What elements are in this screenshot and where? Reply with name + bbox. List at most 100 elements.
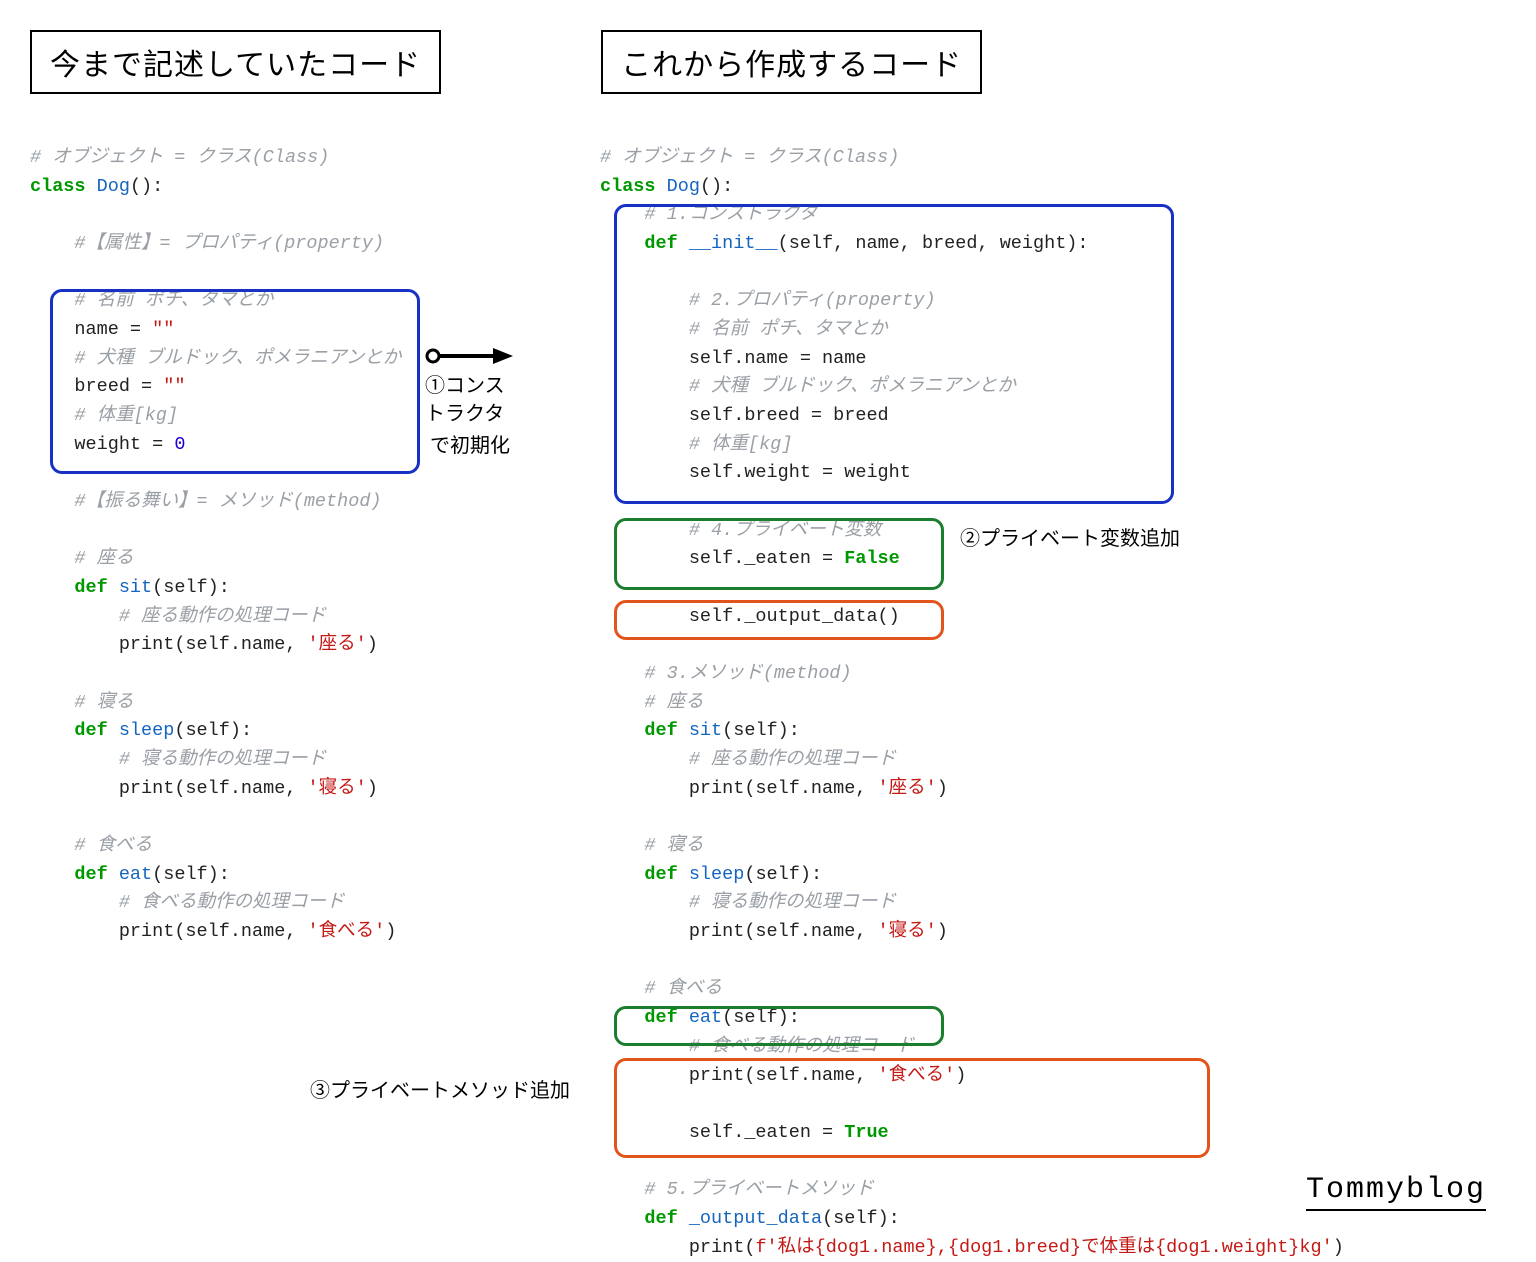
- code-line: print(self.name,: [600, 1065, 878, 1086]
- code-line: print(: [600, 1237, 755, 1258]
- code-line: True: [844, 1122, 888, 1143]
- code-line: (self):: [152, 864, 230, 885]
- code-line: def: [30, 577, 119, 598]
- code-line: def: [600, 1208, 689, 1229]
- code-line: # 寝る: [600, 835, 704, 856]
- code-line: # 座る動作の処理コード: [30, 606, 326, 627]
- code-line: self.name = name: [600, 348, 866, 369]
- code-line: # 犬種 ブルドック、ポメラニアンとか: [30, 348, 401, 369]
- code-line: # 座る動作の処理コード: [600, 749, 896, 770]
- code-line: '食べる': [308, 921, 386, 942]
- code-line: Dog: [667, 176, 700, 197]
- code-line: '寝る': [308, 778, 367, 799]
- code-line: def: [600, 1007, 689, 1028]
- code-line: f'私は{dog1.name},{dog1.breed}で体重は{dog1.we…: [755, 1237, 1332, 1258]
- code-line: sit: [689, 720, 722, 741]
- code-line: (self):: [822, 1208, 900, 1229]
- left-code: # オブジェクト = クラス(Class) class Dog(): #【属性】…: [30, 144, 500, 947]
- code-line: # オブジェクト = クラス(Class): [30, 147, 329, 168]
- code-line: # 5.プライベートメソッド: [600, 1179, 874, 1200]
- code-line: __init__: [689, 233, 778, 254]
- code-line: ():: [130, 176, 163, 197]
- private-var-label: ②プライベート変数追加: [960, 522, 1180, 551]
- code-line: self.weight = weight: [600, 462, 911, 483]
- code-line: 0: [174, 434, 185, 455]
- code-line: '食べる': [878, 1065, 956, 1086]
- arrow-constructor: ①コンストラクタ で初期化: [425, 344, 515, 460]
- code-line: # 座る: [30, 548, 134, 569]
- code-line: # 4.プライベート変数: [600, 520, 881, 541]
- code-line: # 1.コンストラクタ: [600, 204, 817, 225]
- code-line: ): [937, 921, 948, 942]
- code-line: #【振る舞い】= メソッド(method): [30, 491, 382, 512]
- code-line: sleep: [119, 720, 175, 741]
- code-line: # オブジェクト = クラス(Class): [600, 147, 899, 168]
- header-right: これから作成するコード: [601, 30, 982, 94]
- code-line: ): [955, 1065, 966, 1086]
- left-column: # オブジェクト = クラス(Class) class Dog(): #【属性】…: [30, 144, 500, 1262]
- code-line: def: [30, 864, 119, 885]
- code-line: '寝る': [878, 921, 937, 942]
- code-line: # 体重[kg]: [30, 405, 178, 426]
- code-line: def: [600, 720, 689, 741]
- arrow-label-2: で初期化: [430, 432, 510, 460]
- code-line: # 2.プロパティ(property): [600, 290, 936, 311]
- code-line: # 座る: [600, 692, 704, 713]
- code-line: breed =: [30, 376, 163, 397]
- right-column: ②プライベート変数追加 # オブジェクト = クラス(Class) class …: [600, 144, 1220, 1262]
- code-line: ): [1333, 1237, 1344, 1258]
- code-line: # 3.メソッド(method): [600, 663, 852, 684]
- code-line: sleep: [689, 864, 745, 885]
- code-line: def: [30, 720, 119, 741]
- code-line: self._eaten =: [600, 548, 844, 569]
- code-line: ): [937, 778, 948, 799]
- code-line: ): [367, 778, 378, 799]
- code-line: (self):: [722, 1007, 800, 1028]
- code-line: def: [600, 233, 689, 254]
- columns: # オブジェクト = クラス(Class) class Dog(): #【属性】…: [30, 144, 1506, 1262]
- code-line: # 体重[kg]: [600, 434, 792, 455]
- code-line: (self):: [722, 720, 800, 741]
- code-line: class: [600, 176, 656, 197]
- header-row: 今まで記述していたコード これから作成するコード: [30, 30, 1506, 94]
- code-line: name =: [30, 319, 152, 340]
- code-line: weight =: [30, 434, 174, 455]
- code-line: # 犬種 ブルドック、ポメラニアンとか: [600, 376, 1016, 397]
- code-line: print(self.name,: [30, 778, 308, 799]
- arrow-icon: [425, 344, 515, 368]
- private-method-label: ③プライベートメソッド追加: [310, 1074, 570, 1103]
- code-line: Dog: [97, 176, 130, 197]
- code-line: # 寝る動作の処理コード: [30, 749, 326, 770]
- code-line: # 寝る: [30, 692, 134, 713]
- code-line: ): [367, 634, 378, 655]
- code-line: # 食べる動作の処理コード: [600, 1036, 915, 1057]
- code-line: def: [600, 864, 689, 885]
- code-line: # 食べる: [30, 835, 152, 856]
- code-line: self._output_data(): [600, 606, 900, 627]
- arrow-label-1: ①コンストラクタ: [425, 372, 515, 428]
- code-line: print(self.name,: [600, 778, 878, 799]
- code-line: (self):: [152, 577, 230, 598]
- code-line: "": [163, 376, 185, 397]
- code-line: '座る': [878, 778, 937, 799]
- code-line: '座る': [308, 634, 367, 655]
- code-line: eat: [689, 1007, 722, 1028]
- code-line: print(self.name,: [30, 921, 308, 942]
- code-line: print(self.name,: [30, 634, 308, 655]
- code-line: # 名前 ポチ、タマとか: [30, 290, 273, 311]
- brand-footer: Tommyblog: [1306, 1173, 1486, 1211]
- code-line: # 食べる: [600, 978, 722, 999]
- code-line: eat: [119, 864, 152, 885]
- code-line: (self):: [174, 720, 252, 741]
- code-line: (self, name, breed, weight):: [778, 233, 1089, 254]
- code-line: # 名前 ポチ、タマとか: [600, 319, 888, 340]
- code-line: # 寝る動作の処理コード: [600, 892, 896, 913]
- code-line: self._eaten =: [600, 1122, 844, 1143]
- code-line: ():: [700, 176, 733, 197]
- code-line: ): [385, 921, 396, 942]
- code-line: class: [30, 176, 86, 197]
- right-code: # オブジェクト = クラス(Class) class Dog(): # 1.コ…: [600, 144, 1220, 1262]
- code-line: False: [844, 548, 900, 569]
- code-line: "": [152, 319, 174, 340]
- code-line: self.breed = breed: [600, 405, 889, 426]
